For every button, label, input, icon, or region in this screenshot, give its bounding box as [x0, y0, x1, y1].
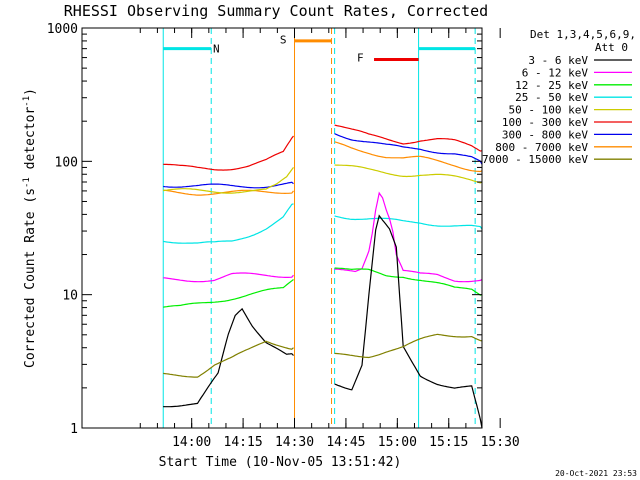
y-axis-label-sup1: -1 [22, 177, 32, 188]
axes-layer: 1 10 100 1000 14:00 14:15 14:30 14:45 15:00 15:15… [47, 22, 520, 450]
y-tick-label-3: 1000 [47, 22, 78, 37]
series-6-segment-1 [334, 267, 483, 296]
series-8-segment-1 [334, 333, 483, 359]
interval-label-0: N [213, 43, 220, 56]
legend-label-3: 25 - 50 keV [515, 91, 588, 104]
legend-label-8: 7000 - 15000 keV [482, 153, 588, 166]
x-axis-label: Start Time (10-Nov-05 13:51:42) [159, 455, 402, 470]
interval-label-1: S [280, 33, 287, 46]
y-axis-label: Corrected Count Rate (s-1 detector-1) [22, 88, 38, 368]
y-axis-label-part1: Corrected Count Rate (s [23, 188, 38, 368]
series-4-segment-0 [163, 203, 294, 244]
series-4-segment-1 [334, 215, 483, 230]
series-8-segment-0 [163, 340, 294, 378]
annotation-layer: N S F [162, 28, 476, 428]
legend-label-0: 3 - 6 keV [528, 54, 588, 67]
series-0-segment-1 [334, 124, 483, 152]
chart-title: RHESSI Observing Summary Count Rates, Co… [64, 2, 488, 20]
series-5-segment-0 [163, 272, 294, 283]
generation-timestamp: 20-Oct-2021 23:53 [555, 469, 637, 478]
series-1-segment-1 [334, 133, 483, 165]
plot-frame [81, 27, 483, 429]
legend-label-2: 12 - 25 keV [515, 79, 588, 92]
series-layer [163, 124, 483, 429]
legend-label-1: 6 - 12 keV [522, 66, 589, 79]
series-3-segment-1 [334, 164, 483, 184]
y-axis-label-part2: detector [23, 107, 38, 178]
y-axis-label-part3: ) [23, 88, 38, 96]
series-6-segment-0 [163, 279, 294, 308]
x-tick-label-0: 14:00 [172, 435, 211, 450]
x-tick-label-2: 14:30 [275, 435, 314, 450]
x-tick-label-3: 14:45 [326, 435, 365, 450]
series-2-segment-1 [334, 141, 483, 173]
series-7-segment-1 [334, 214, 483, 429]
interval-label-2: F [357, 52, 364, 65]
legend-header-attenuator: Att 0 [595, 41, 628, 54]
x-tick-label-6: 15:30 [481, 435, 520, 450]
legend-header-detectors: Det 1,3,4,5,6,9, [530, 28, 636, 41]
y-axis-label-sup2: -1 [22, 96, 32, 107]
x-tick-label-4: 15:00 [378, 435, 417, 450]
y-tick-label-2: 100 [55, 155, 78, 170]
y-tick-label-0: 1 [70, 422, 78, 437]
series-0-segment-0 [163, 135, 294, 171]
series-7-segment-0 [163, 307, 294, 408]
legend-label-6: 300 - 800 keV [502, 128, 588, 141]
series-5-segment-1 [334, 191, 483, 283]
legend-label-5: 100 - 300 keV [502, 116, 588, 129]
series-3-segment-0 [163, 167, 294, 194]
series-2-segment-0 [163, 189, 294, 196]
y-tick-label-1: 10 [62, 289, 78, 304]
x-tick-label-5: 15:15 [429, 435, 468, 450]
legend-label-4: 50 - 100 keV [509, 104, 589, 117]
legend-label-7: 800 - 7000 keV [495, 141, 588, 154]
x-tick-label-1: 14:15 [224, 435, 263, 450]
